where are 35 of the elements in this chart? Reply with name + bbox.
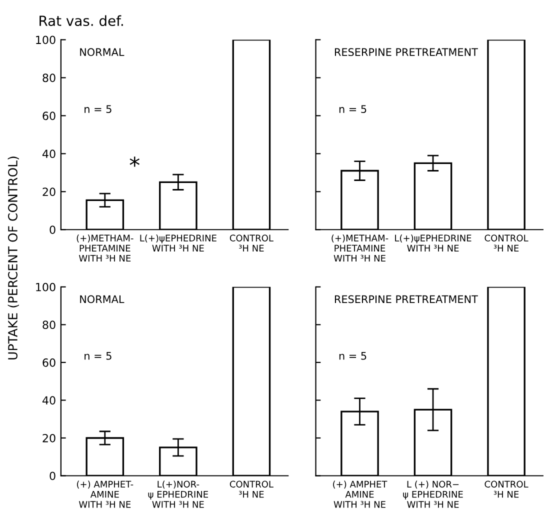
x-tick-label: L (+) NOR− ψ EPHEDRINE WITH ³H NE <box>403 480 463 508</box>
annotation: * <box>130 156 140 167</box>
y-tick-label: 80 <box>42 74 56 82</box>
annotation: n = 5 <box>339 352 366 360</box>
x-tick-label: (+) AMPHET- AMINE WITH ³H NE <box>77 480 134 508</box>
y-tick-label: 80 <box>42 320 56 330</box>
annotation: RESERPINE PRETREATMENT <box>334 48 478 56</box>
y-tick-label: 60 <box>42 358 56 367</box>
y-tick-label: 0 <box>50 226 56 234</box>
x-tick-label: CONTROL ³H NE <box>230 234 274 252</box>
x-tick-label: L(+)ψEPHEDRINE WITH ³H NE <box>395 234 472 252</box>
y-tick-label: 100 <box>36 282 56 292</box>
annotation: NORMAL <box>80 48 124 56</box>
y-tick-label: 40 <box>42 150 56 158</box>
y-tick-label: 40 <box>42 396 56 405</box>
x-tick-label: L(+)ψEPHEDRINE WITH ³H NE <box>140 234 216 252</box>
chart-title: Rat vas. def. <box>40 15 123 26</box>
x-tick-label: (+)METHAM- PHETAMINE WITH ³H NE <box>76 234 134 262</box>
x-tick-label: (+) AMPHET AMINE WITH ³H NE <box>333 480 388 508</box>
y-tick-label: 20 <box>42 434 56 442</box>
x-tick-label: CONTROL ³H NE <box>484 234 528 252</box>
x-tick-label: CONTROL ³H NE <box>230 480 274 498</box>
x-tick-label: CONTROL ³H NE <box>484 480 528 498</box>
y-tick-label: 100 <box>36 36 56 44</box>
x-tick-label: L(+)NOR- ψ EPHEDRINE WITH ³H NE <box>148 480 208 508</box>
y-axis-title: UPTAKE (PERCENT OF CONTROL) <box>8 156 19 360</box>
annotation: n = 5 <box>84 105 112 114</box>
annotation: n = 5 <box>84 352 112 360</box>
y-tick-label: 60 <box>42 112 56 120</box>
y-tick-label: 20 <box>42 188 56 196</box>
annotation: RESERPINE PRETREATMENT <box>334 295 478 304</box>
annotation: n = 5 <box>339 105 366 114</box>
annotation: NORMAL <box>80 295 124 304</box>
y-tick-label: 0 <box>50 472 56 480</box>
x-tick-label: (+)METHAM- PHETAMINE WITH ³H NE <box>332 234 388 262</box>
